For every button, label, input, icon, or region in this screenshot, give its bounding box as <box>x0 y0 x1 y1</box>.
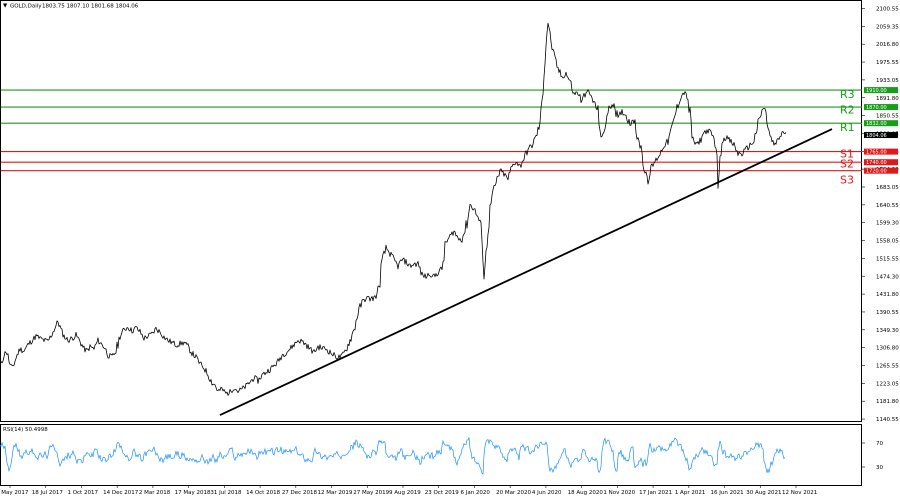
y-tick-label: 1850.55 <box>876 114 899 120</box>
x-tick-label: 2 Mar 2018 <box>139 490 171 496</box>
rsi-indicator: 70 30 <box>0 437 883 475</box>
y-tick-label: 2016.80 <box>876 42 899 48</box>
current-price-tag <box>864 132 898 139</box>
y-tick-label: 1431.80 <box>876 292 899 298</box>
y-tick-label: 1975.55 <box>876 60 899 66</box>
price-series <box>0 22 787 396</box>
y-tick-label: 1558.05 <box>876 239 899 245</box>
y-tick-label: 1933.05 <box>876 78 899 84</box>
x-tick-label: 30 Aug 2021 <box>746 490 781 496</box>
level-label-s1: S1 <box>840 148 854 161</box>
level-price-tag-label: 1870.00 <box>866 105 887 111</box>
symbol-label: GOLD,Daily <box>10 4 42 10</box>
y-tick-label: 1306.80 <box>876 346 899 352</box>
x-tick-label: 14 Oct 2018 <box>246 490 281 496</box>
y-tick-label: 1349.30 <box>876 328 899 334</box>
y-tick-label: 1181.80 <box>876 399 899 405</box>
level-price-tag <box>864 120 898 127</box>
y-tick-label: 1474.30 <box>876 274 899 280</box>
rsi-tick-label: 30 <box>876 465 883 471</box>
y-tick-label: 1390.55 <box>876 310 899 316</box>
rsi-label: RSI(14) 50.4998 <box>3 427 48 433</box>
y-tick-label: 1515.55 <box>876 256 899 262</box>
y-tick-label: 2100.55 <box>876 7 899 13</box>
x-tick-label: 16 Jun 2021 <box>711 490 744 496</box>
level-label-r3: R3 <box>840 88 855 101</box>
x-tick-label: 23 Oct 2019 <box>425 490 460 496</box>
trendline <box>219 128 833 416</box>
level-price-tag-label: 1910.00 <box>866 88 887 94</box>
x-tick-label: 9 Aug 2019 <box>389 490 421 496</box>
level-price-tag <box>864 87 898 94</box>
price-line <box>0 22 787 396</box>
level-label-s2: S2 <box>840 158 854 171</box>
level-price-tag-label: 1765.00 <box>866 149 887 155</box>
level-label-r1: R1 <box>840 121 855 134</box>
x-tick-label: 18 Aug 2020 <box>568 490 604 496</box>
y-tick-label: 1599.30 <box>876 221 899 227</box>
level-lines: R3 1910.00 R2 1870.00 R1 1832.00 S1 1765.00 S2 17… <box>1 87 898 186</box>
y-tick-label: 1265.55 <box>876 364 899 370</box>
chart-menu-arrow-icon[interactable]: ▼ <box>3 3 8 9</box>
rsi-line <box>0 437 786 475</box>
level-price-tag-label: 1740.00 <box>866 160 887 166</box>
x-tick-label: 1 Oct 2017 <box>67 490 98 496</box>
x-tick-label: 1 Nov 2020 <box>603 490 635 496</box>
x-tick-label: 31 Jul 2018 <box>210 490 242 496</box>
level-price-tag <box>864 148 898 155</box>
x-tick-label: 14 Dec 2017 <box>103 490 139 496</box>
x-tick-label: 17 Jan 2021 <box>639 490 672 496</box>
x-tick-label: 6 Jan 2020 <box>460 490 490 496</box>
x-tick-label: 12 Nov 2021 <box>782 490 817 496</box>
x-tick-label: 18 Jul 2017 <box>32 490 64 496</box>
level-label-r2: R2 <box>840 103 855 116</box>
y-tick-label: 1640.55 <box>876 203 899 209</box>
level-price-tag <box>864 159 898 166</box>
x-tick-label: 27 May 2019 <box>353 490 389 496</box>
current-price-label: 1804.06 <box>866 133 887 139</box>
y-tick-label: 1140.55 <box>876 417 899 423</box>
price-panel-frame <box>0 0 862 422</box>
rsi-tick-label: 70 <box>876 441 883 447</box>
x-tick-label: 12 Mar 2019 <box>318 490 353 496</box>
x-tick-label: 17 May 2018 <box>175 490 211 496</box>
level-price-tag-label: 1832.00 <box>866 121 887 127</box>
y-tick-label: 2059.35 <box>876 24 899 30</box>
x-tick-label: 20 Mar 2020 <box>496 490 531 496</box>
level-price-tag-label: 1720.00 <box>866 168 887 174</box>
y-tick-label: 1683.05 <box>876 185 899 191</box>
x-tick-label: 4 May 2017 <box>0 490 29 496</box>
y-tick-label: 1891.80 <box>876 96 899 102</box>
x-tick-label: 4 Jun 2020 <box>532 490 562 496</box>
level-price-tag <box>864 104 898 111</box>
y-tick-label: 1223.05 <box>876 381 899 387</box>
current-price-marker: 1804.06 <box>864 132 898 139</box>
ascending-trendline <box>219 128 833 416</box>
price-axis: 2100.55 2059.35 2016.80 1975.55 1933.05 1891.… <box>862 7 899 423</box>
x-tick-label: 1 Apr 2021 <box>675 490 706 496</box>
ohlc-readout: 1803.75 1807.10 1801.68 1804.06 <box>42 4 139 10</box>
x-tick-label: 27 Dec 2018 <box>282 490 318 496</box>
level-label-s3: S3 <box>840 173 854 186</box>
level-price-tag <box>864 167 898 174</box>
